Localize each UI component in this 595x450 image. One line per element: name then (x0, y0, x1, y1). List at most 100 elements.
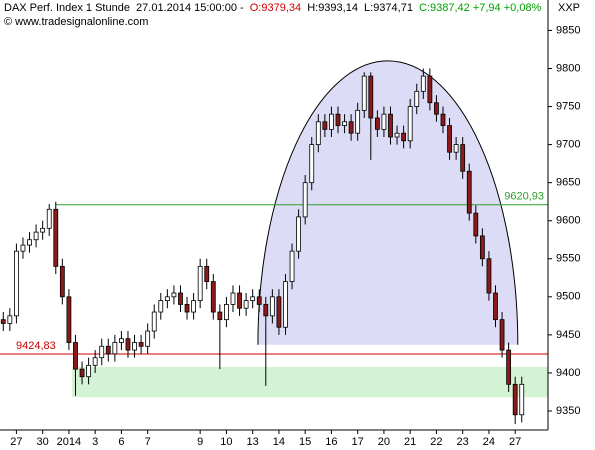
candle-body (479, 235, 485, 260)
x-tick-label: 10 (220, 436, 232, 448)
candle-body (440, 113, 446, 126)
candle-body (14, 250, 19, 317)
y-tick-label: 9700 (556, 139, 580, 151)
instrument: DAX Perf. Index 1 Stunde (4, 2, 130, 14)
copyright: © www.tradesignalonline.com (4, 16, 149, 28)
y-tick-label: 9650 (556, 177, 580, 189)
candle-body (447, 125, 452, 153)
candle-body (86, 364, 91, 378)
time: 27.01.2014 15:00:00 - (136, 2, 244, 14)
candle-body (322, 121, 328, 130)
candle-body (263, 304, 269, 317)
x-tick-label: 24 (483, 436, 495, 448)
candle-body (138, 342, 144, 347)
candle-body (269, 296, 275, 317)
y-tick-label: 9550 (556, 253, 580, 265)
candle-body (427, 75, 433, 104)
candle-body (237, 292, 242, 309)
candle-body (302, 182, 308, 218)
y-tick-label: 9750 (556, 100, 580, 112)
y-tick-label: 9450 (556, 329, 580, 341)
candle-body (499, 319, 505, 351)
x-tick-label: 30 (37, 436, 49, 448)
candle-body (46, 208, 52, 229)
header: DAX Perf. Index 1 Stunde 27.01.2014 15:0… (4, 2, 544, 14)
open-value: O:9379,34 (249, 2, 302, 14)
candle-body (53, 208, 59, 267)
candle-body (151, 311, 157, 332)
candle-body (256, 296, 262, 305)
candle-body (171, 292, 177, 298)
candle-body (119, 338, 124, 343)
candle-body (112, 342, 118, 355)
candle-body (453, 144, 459, 153)
candle-body (401, 132, 407, 142)
candle-body (506, 349, 512, 385)
x-tick-label: 9 (197, 436, 203, 448)
candle-body (276, 296, 282, 328)
candle-body (250, 296, 256, 302)
candle-body (0, 319, 6, 324)
candle-body (289, 250, 295, 282)
x-tick-label: 27 (509, 436, 521, 448)
x-tick-label: 23 (457, 436, 469, 448)
candle-body (309, 144, 315, 184)
candle-body (473, 212, 479, 237)
x-tick-label: 27 (10, 436, 22, 448)
x-tick-label: 2014 (57, 436, 81, 448)
candle-body (204, 265, 210, 282)
low-value: L:9374,71 (364, 2, 413, 14)
x-tick-label: 22 (430, 436, 442, 448)
candle-body (460, 144, 466, 172)
candle-body (20, 244, 26, 252)
candle-body (66, 296, 72, 343)
candle-body (105, 345, 111, 355)
candle-body (355, 109, 361, 134)
x-tick-label: 13 (247, 436, 259, 448)
candle-body (191, 300, 197, 313)
candle-body (434, 102, 439, 115)
candle-body (388, 113, 393, 138)
candle-body (348, 121, 354, 134)
candle-body (210, 281, 216, 313)
candle-body (164, 296, 170, 302)
close-value: C:9387,42 +7,94 +0,08% (419, 2, 542, 14)
x-tick-label: 3 (92, 436, 98, 448)
y-tick-label: 9850 (556, 24, 580, 36)
candle-body (394, 132, 400, 138)
candle-body (243, 300, 249, 309)
x-tick-label: 6 (118, 436, 124, 448)
high-value: H:9393,14 (307, 2, 358, 14)
candle-body (217, 311, 223, 321)
x-tick-label: 15 (299, 436, 311, 448)
x-tick-label: 7 (145, 436, 151, 448)
candle-body (230, 292, 236, 305)
x-tick-label: 21 (404, 436, 416, 448)
candle-body (512, 383, 518, 416)
candle-body (224, 304, 229, 321)
candle-body (493, 292, 498, 321)
unit: XXP (558, 2, 581, 14)
candle-body (466, 170, 472, 214)
candle-body (73, 342, 78, 370)
y-tick-label: 9500 (556, 291, 580, 303)
candle-body (99, 345, 105, 359)
level-label: 9620,93 (504, 191, 544, 203)
candle-body (283, 281, 288, 328)
candle-body (184, 304, 190, 313)
y-tick-label: 9350 (556, 405, 580, 417)
x-tick-label: 16 (325, 436, 337, 448)
candle-body (296, 216, 302, 252)
candle-body (414, 90, 420, 107)
candle-body (59, 265, 65, 298)
candle-body (486, 258, 492, 294)
candle-body (158, 300, 164, 313)
candle-body (407, 106, 413, 142)
cup-outline (257, 60, 519, 345)
candle-body (125, 338, 131, 351)
candle-body (329, 113, 334, 130)
x-tick-label: 14 (273, 436, 285, 448)
candle-body (381, 113, 387, 130)
y-tick-label: 9600 (556, 215, 580, 227)
